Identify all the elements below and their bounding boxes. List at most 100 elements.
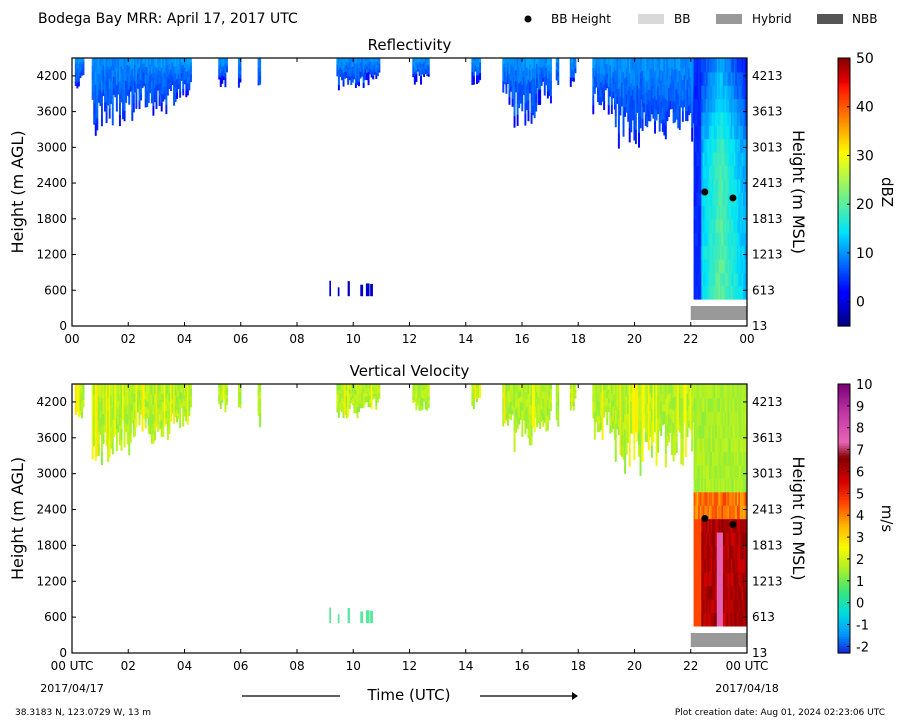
echo-cell <box>350 80 353 86</box>
echo-cell <box>540 67 543 73</box>
echo-cell <box>702 451 705 466</box>
echo-cell <box>698 125 701 140</box>
echo-cell <box>118 414 121 426</box>
echo-cell <box>122 68 125 80</box>
echo-cell <box>140 384 143 390</box>
echo-cell <box>649 393 652 403</box>
echo-cell <box>149 87 152 94</box>
echo-cell <box>519 73 522 82</box>
colorbar-band <box>838 72 850 76</box>
echo-cell <box>705 438 708 453</box>
echo-cell <box>738 505 741 520</box>
echo-cell <box>596 65 599 74</box>
echo-cell <box>477 388 480 392</box>
echo-cell <box>669 75 672 85</box>
echo-cell <box>743 424 746 439</box>
echo-cell <box>633 72 636 87</box>
echo-cell <box>341 407 343 413</box>
echo-cell <box>614 81 617 94</box>
echo-cell <box>91 72 94 80</box>
echo-cell <box>744 411 747 426</box>
echo-cell <box>698 245 701 260</box>
echo-cell <box>739 178 742 193</box>
x-tick-label: 00 UTC <box>726 659 769 673</box>
echo-cell <box>627 432 630 443</box>
colorbar-band <box>838 535 850 539</box>
echo-cell <box>730 232 733 247</box>
echo-cell <box>120 395 123 407</box>
echo-cell <box>612 399 615 407</box>
echo-cell <box>97 58 100 67</box>
echo-cell <box>76 63 79 69</box>
echo-cell <box>138 398 141 406</box>
echo-cell <box>744 58 747 73</box>
echo-cell <box>100 81 103 93</box>
echo-cell <box>719 599 722 614</box>
echo-cell <box>638 58 640 74</box>
echo-cell <box>378 396 381 399</box>
echo-cell <box>171 398 174 405</box>
echo-cell <box>413 395 416 400</box>
echo-cell <box>655 451 658 466</box>
echo-cell <box>640 384 643 395</box>
echo-cell <box>707 98 710 113</box>
echo-cell <box>160 93 163 103</box>
echo-cell <box>730 398 733 412</box>
echo-cell <box>713 112 716 126</box>
echo-cell <box>107 435 110 450</box>
echo-cell <box>678 392 681 401</box>
echo-cell <box>511 409 514 415</box>
echo-cell <box>614 410 617 424</box>
echo-cell <box>724 478 727 493</box>
echo-cell <box>179 65 182 72</box>
echo-cell <box>257 394 260 401</box>
echo-cell <box>557 405 560 413</box>
echo-cell <box>372 396 375 400</box>
echo-cell <box>680 437 683 452</box>
echo-cell <box>540 402 543 410</box>
echo-cell <box>370 384 373 389</box>
echo-cell <box>689 414 692 423</box>
colorbar-band <box>838 606 850 610</box>
echo-cell <box>372 387 375 390</box>
echo-cell <box>117 408 120 417</box>
echo-cell <box>367 80 370 86</box>
echo-cell <box>627 100 630 112</box>
legend-hybrid-swatch <box>716 14 742 24</box>
echo-cell <box>364 393 367 397</box>
echo-cell <box>722 192 725 207</box>
echo-cell <box>614 397 617 411</box>
echo-cell <box>627 423 630 434</box>
echo-cell <box>135 100 138 109</box>
echo-cell <box>176 390 179 398</box>
echo-cell <box>104 384 107 393</box>
colorbar-band <box>838 596 850 600</box>
echo-cell <box>727 478 730 493</box>
echo-cell <box>715 259 718 273</box>
echo-cell <box>710 612 713 627</box>
echo-cell <box>224 82 227 88</box>
echo-cell <box>741 58 744 73</box>
echo-cell <box>111 80 114 93</box>
echo-cell <box>141 73 144 79</box>
echo-cell <box>713 505 716 520</box>
x-tick-label: 14 <box>458 659 473 673</box>
colorbar-band <box>838 313 850 317</box>
echo-cell <box>369 399 372 404</box>
echo-cell <box>671 75 674 85</box>
echo-cell <box>120 384 123 396</box>
echo-cell <box>609 83 612 91</box>
echo-cell <box>150 88 153 96</box>
echo-cell <box>701 138 704 153</box>
echo-cell <box>612 413 615 422</box>
echo-cell <box>712 585 715 600</box>
echo-cell <box>716 559 719 573</box>
echo-cell <box>592 412 595 419</box>
echo-cell <box>621 58 623 67</box>
echo-cell <box>128 384 131 397</box>
echo-cell <box>652 88 655 99</box>
echo-cell <box>516 414 519 422</box>
echo-cell <box>722 219 725 233</box>
echo-cell <box>153 94 156 103</box>
echo-cell <box>609 77 612 85</box>
